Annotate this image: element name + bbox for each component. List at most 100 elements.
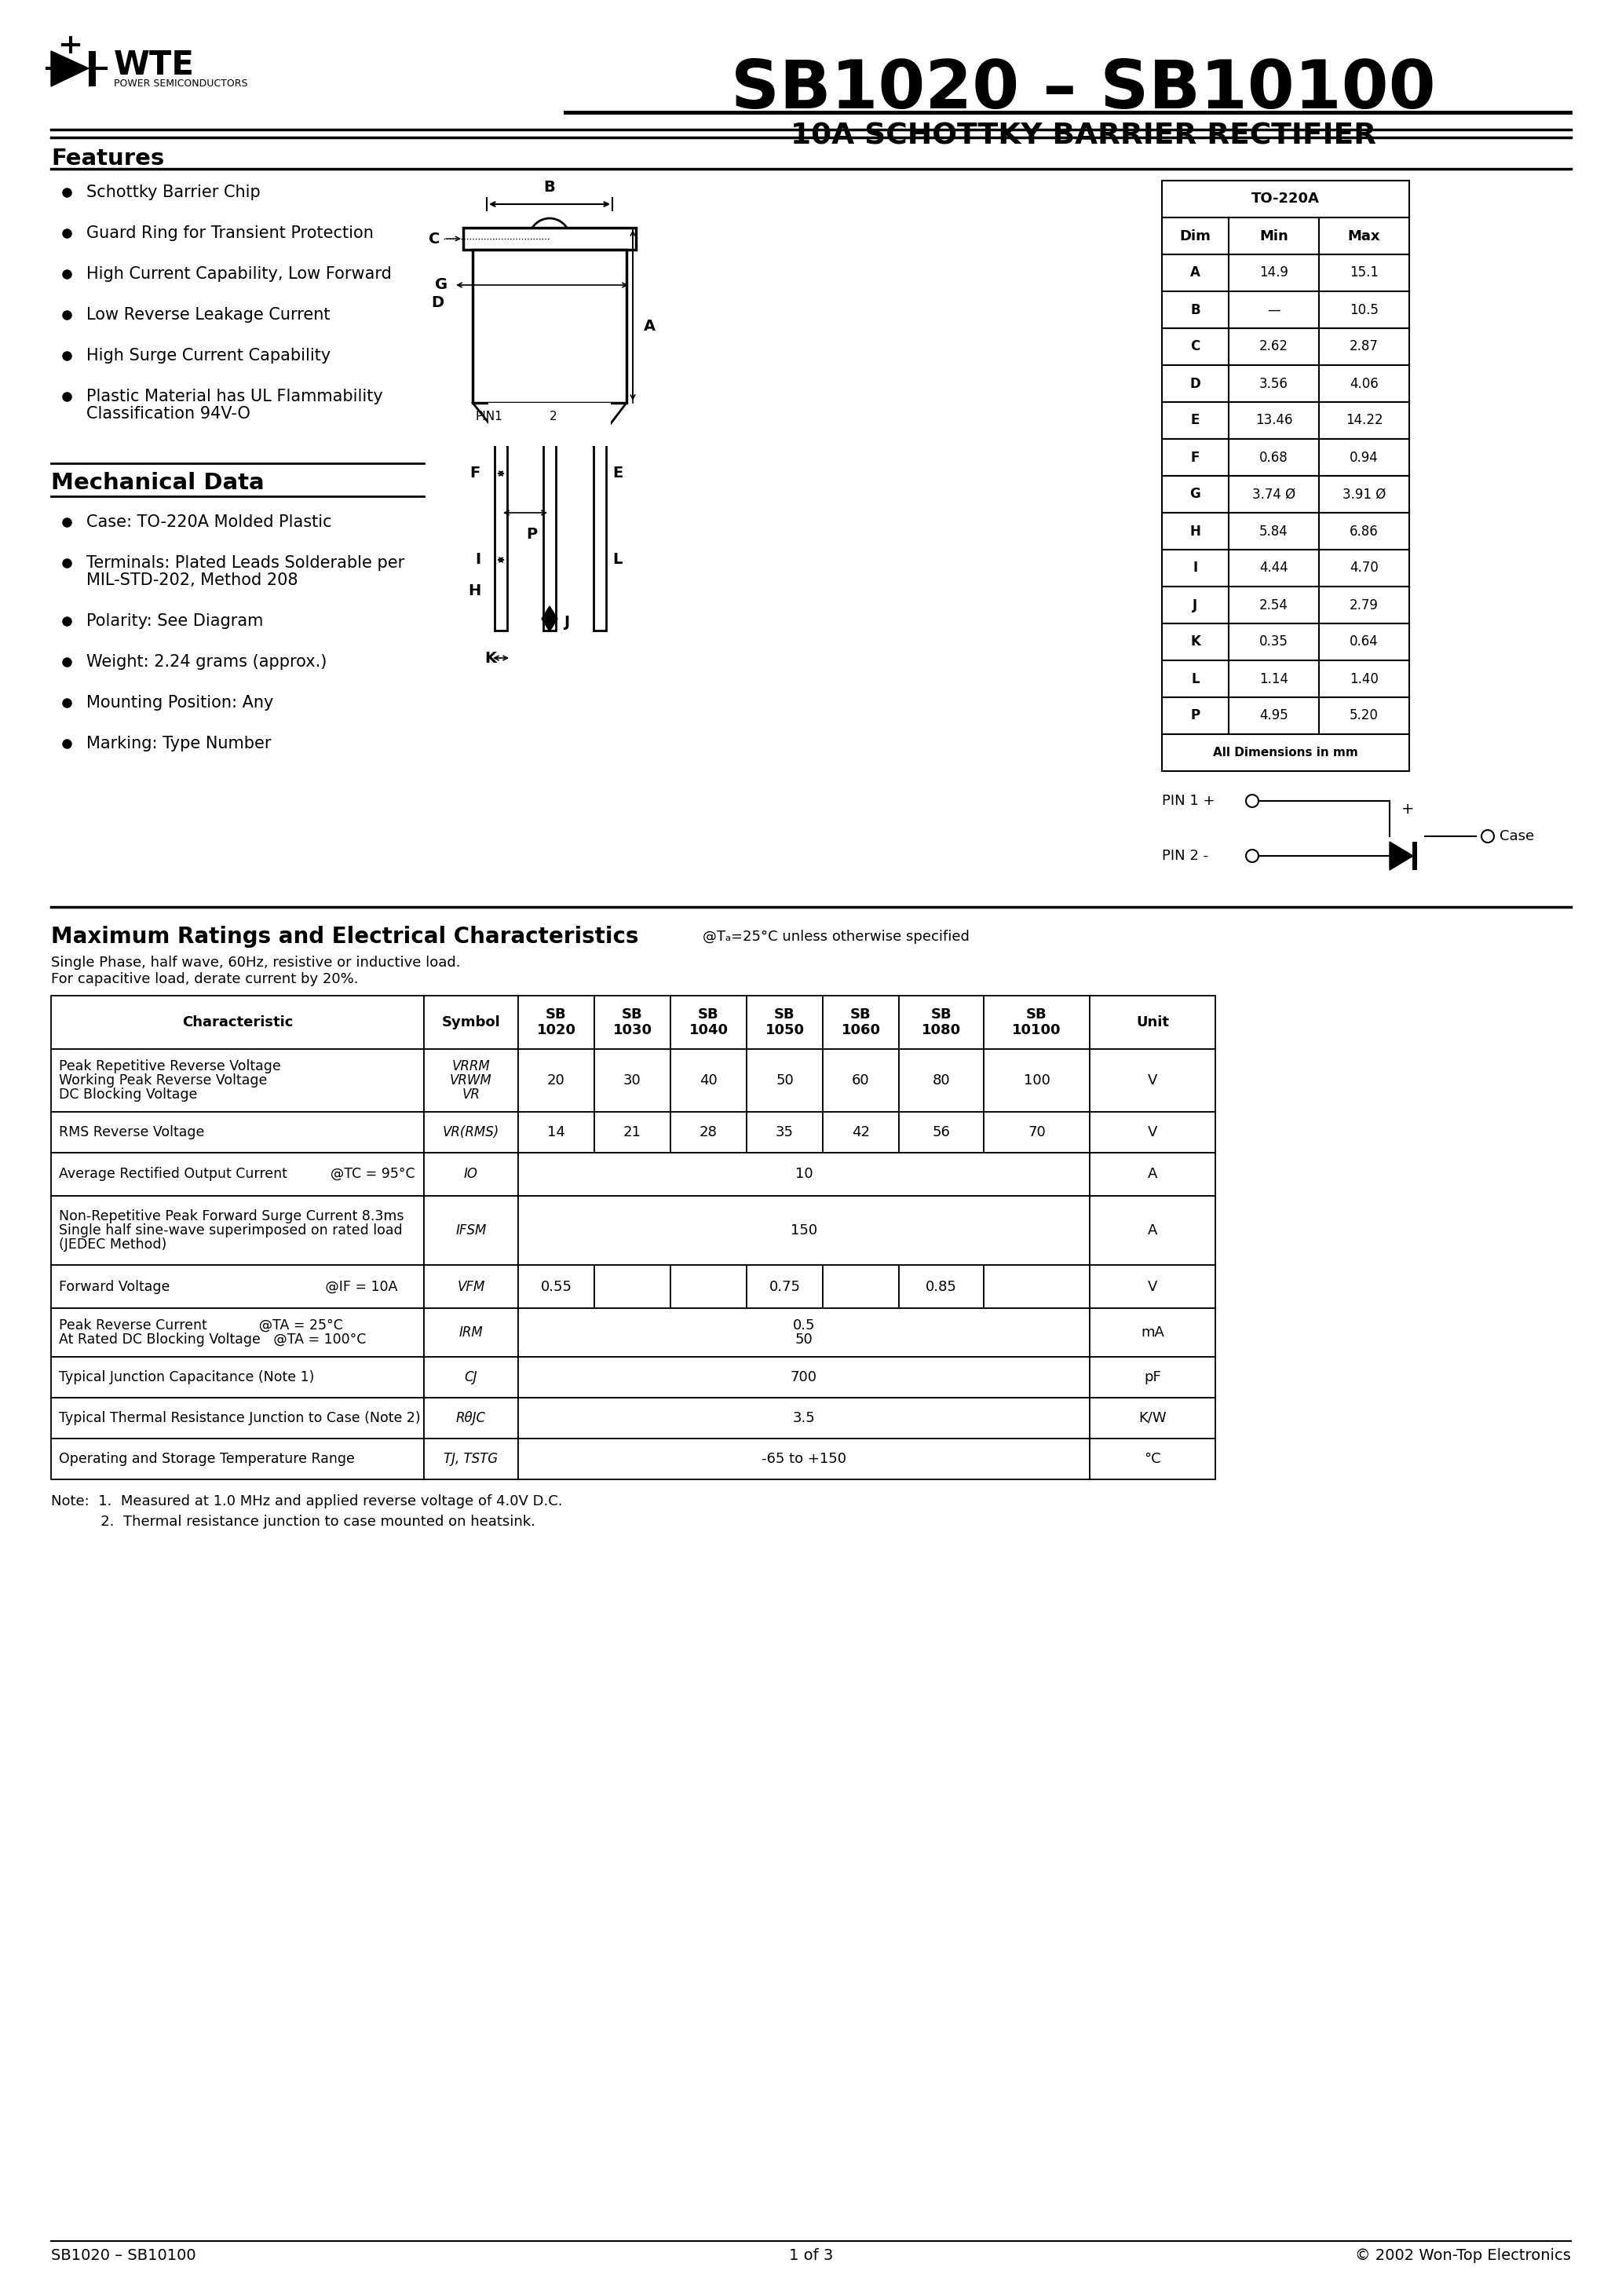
Text: Peak Reverse Current            @TA = 25°C: Peak Reverse Current @TA = 25°C xyxy=(58,1318,342,1332)
Text: @Tₐ=25°C unless otherwise specified: @Tₐ=25°C unless otherwise specified xyxy=(702,930,970,944)
Text: 35: 35 xyxy=(775,1125,793,1139)
Text: SB: SB xyxy=(545,1008,566,1022)
Text: 100: 100 xyxy=(1023,1075,1049,1088)
Bar xyxy=(423,1111,517,1153)
Text: 0.5: 0.5 xyxy=(793,1318,816,1332)
Text: Typical Junction Capacitance (Note 1): Typical Junction Capacitance (Note 1) xyxy=(58,1371,315,1384)
Text: 70: 70 xyxy=(1028,1125,1046,1139)
Text: 0.35: 0.35 xyxy=(1259,636,1288,650)
Text: Characteristic: Characteristic xyxy=(182,1015,294,1029)
Text: 0.75: 0.75 xyxy=(769,1279,800,1293)
Bar xyxy=(1090,1357,1215,1398)
Text: 10.5: 10.5 xyxy=(1350,303,1379,317)
Text: Working Peak Reverse Voltage: Working Peak Reverse Voltage xyxy=(58,1075,268,1088)
Bar xyxy=(594,1265,670,1309)
Bar xyxy=(1319,661,1410,698)
Bar xyxy=(594,1049,670,1111)
Text: 3.56: 3.56 xyxy=(1259,377,1288,390)
Bar xyxy=(1229,255,1319,292)
Bar xyxy=(1229,512,1319,549)
Text: TO-220A: TO-220A xyxy=(1252,193,1320,207)
Bar xyxy=(1161,181,1410,218)
Text: IO: IO xyxy=(464,1166,478,1182)
Text: For capacitive load, derate current by 20%.: For capacitive load, derate current by 2… xyxy=(50,971,358,987)
Bar xyxy=(464,227,636,250)
Bar xyxy=(1229,365,1319,402)
Bar xyxy=(746,1111,822,1153)
Bar xyxy=(1090,1265,1215,1309)
Text: PIN 2 -: PIN 2 - xyxy=(1161,850,1208,863)
Text: Case: Case xyxy=(1499,829,1534,843)
Bar xyxy=(1090,1153,1215,1196)
Bar xyxy=(1090,1309,1215,1357)
Bar xyxy=(899,1111,983,1153)
Text: 1 of 3: 1 of 3 xyxy=(788,2248,834,2262)
Bar xyxy=(423,996,517,1049)
Text: —: — xyxy=(1267,303,1280,317)
Text: Peak Repetitive Reverse Voltage: Peak Repetitive Reverse Voltage xyxy=(58,1058,281,1075)
Text: At Rated DC Blocking Voltage   @TA = 100°C: At Rated DC Blocking Voltage @TA = 100°C xyxy=(58,1332,367,1348)
Bar xyxy=(1229,698,1319,735)
Polygon shape xyxy=(50,51,89,87)
Text: VFM: VFM xyxy=(457,1279,485,1293)
Text: 6.86: 6.86 xyxy=(1350,523,1379,537)
Bar xyxy=(50,996,423,1049)
Text: 2.87: 2.87 xyxy=(1350,340,1379,354)
Text: POWER SEMICONDUCTORS: POWER SEMICONDUCTORS xyxy=(114,78,248,90)
Bar xyxy=(1229,328,1319,365)
Text: DC Blocking Voltage: DC Blocking Voltage xyxy=(58,1088,198,1102)
Text: Note:  1.  Measured at 1.0 MHz and applied reverse voltage of 4.0V D.C.: Note: 1. Measured at 1.0 MHz and applied… xyxy=(50,1495,563,1508)
Bar xyxy=(423,1309,517,1357)
Text: PIN1: PIN1 xyxy=(475,411,503,422)
Text: 1.14: 1.14 xyxy=(1259,673,1288,687)
Text: 28: 28 xyxy=(699,1125,717,1139)
Bar xyxy=(670,1049,746,1111)
Bar xyxy=(822,1265,899,1309)
Text: 13.46: 13.46 xyxy=(1255,413,1293,427)
Bar xyxy=(1161,585,1229,625)
Text: 700: 700 xyxy=(790,1371,817,1384)
Text: Single Phase, half wave, 60Hz, resistive or inductive load.: Single Phase, half wave, 60Hz, resistive… xyxy=(50,955,461,969)
Bar xyxy=(423,1440,517,1479)
Bar xyxy=(594,1111,670,1153)
Text: 1020: 1020 xyxy=(537,1024,576,1038)
Text: I: I xyxy=(475,553,480,567)
Text: 4.95: 4.95 xyxy=(1259,709,1288,723)
Bar xyxy=(1319,475,1410,512)
Text: 0.85: 0.85 xyxy=(926,1279,957,1293)
Text: V: V xyxy=(1148,1125,1158,1139)
Text: P: P xyxy=(526,526,537,542)
Text: B: B xyxy=(543,179,555,195)
Bar xyxy=(670,996,746,1049)
Bar xyxy=(423,1398,517,1440)
Text: SB: SB xyxy=(850,1008,871,1022)
Bar xyxy=(50,1440,423,1479)
Bar xyxy=(1229,402,1319,439)
Text: 42: 42 xyxy=(852,1125,869,1139)
Text: 10: 10 xyxy=(795,1166,813,1182)
Text: 5.84: 5.84 xyxy=(1259,523,1288,537)
Bar xyxy=(517,1440,1090,1479)
Text: 14: 14 xyxy=(547,1125,564,1139)
Text: 40: 40 xyxy=(699,1075,717,1088)
Text: K/W: K/W xyxy=(1139,1412,1166,1426)
Text: 4.70: 4.70 xyxy=(1350,560,1379,576)
Text: L: L xyxy=(1191,673,1200,687)
Text: 0.55: 0.55 xyxy=(540,1279,573,1293)
Bar xyxy=(1229,661,1319,698)
Bar xyxy=(822,1049,899,1111)
Bar xyxy=(423,1153,517,1196)
Text: 150: 150 xyxy=(790,1224,817,1238)
Bar xyxy=(670,1265,746,1309)
Text: °C: °C xyxy=(1144,1451,1161,1467)
Bar xyxy=(1090,1111,1215,1153)
Text: 2.  Thermal resistance junction to case mounted on heatsink.: 2. Thermal resistance junction to case m… xyxy=(50,1515,535,1529)
Circle shape xyxy=(1246,794,1259,808)
Bar xyxy=(1229,549,1319,585)
Text: IRM: IRM xyxy=(459,1325,483,1339)
Bar xyxy=(899,1049,983,1111)
Bar xyxy=(1161,402,1229,439)
Bar xyxy=(1161,735,1410,771)
Text: SB1020 – SB10100: SB1020 – SB10100 xyxy=(732,57,1435,122)
Bar xyxy=(50,1111,423,1153)
